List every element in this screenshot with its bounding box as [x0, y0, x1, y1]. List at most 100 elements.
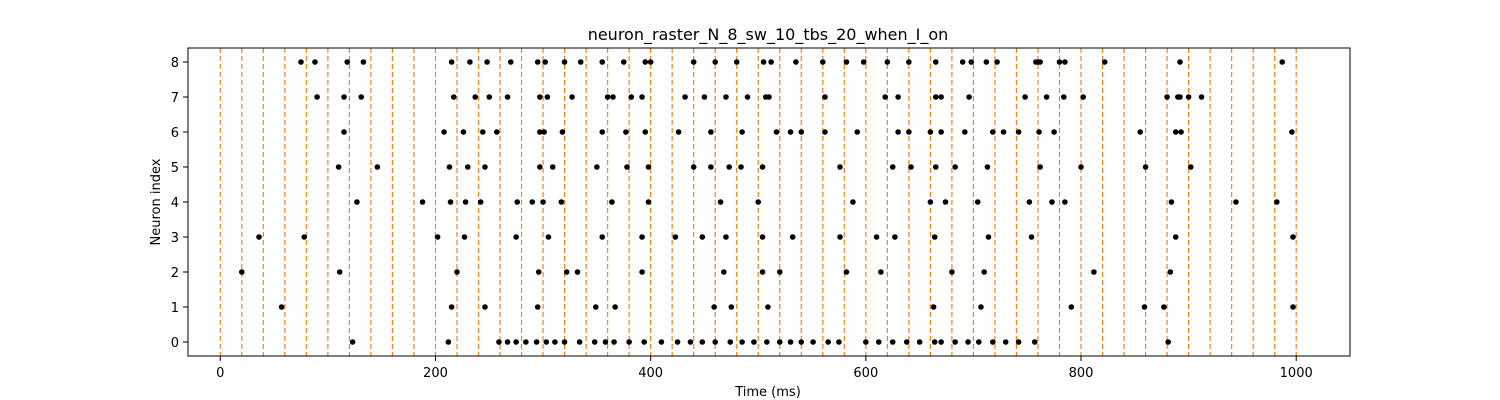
spike-point	[645, 199, 652, 205]
spike-point	[1028, 234, 1035, 240]
x-axis-label: Time (ms)	[734, 385, 801, 400]
spike-point	[1233, 199, 1239, 205]
spike-point	[765, 304, 771, 310]
spike-point	[658, 339, 665, 345]
spike-point	[374, 164, 381, 170]
spike-point	[341, 129, 347, 135]
spike-point	[787, 129, 794, 135]
spike-point	[561, 339, 568, 345]
spike-point	[675, 129, 682, 135]
x-tick-label: 200	[423, 366, 448, 381]
spike-point	[690, 59, 697, 65]
spike-point	[733, 59, 740, 65]
spike-point	[760, 59, 767, 65]
spike-point	[687, 339, 694, 345]
spike-point	[1137, 129, 1143, 135]
spike-point	[513, 234, 519, 240]
spike-point	[682, 94, 688, 100]
spike-point	[1178, 129, 1184, 135]
spike-point	[544, 94, 551, 100]
spike-point	[1062, 59, 1068, 65]
x-tick-label: 400	[638, 366, 663, 381]
spike-point	[454, 269, 460, 275]
x-tick-label: 600	[853, 366, 878, 381]
spike-point	[535, 269, 542, 275]
spike-point	[639, 234, 645, 240]
spike-point	[504, 339, 511, 345]
spike-point	[445, 339, 452, 345]
spike-point	[927, 199, 934, 205]
spike-point	[843, 269, 850, 275]
spike-point	[462, 199, 469, 205]
spike-point	[1101, 59, 1108, 65]
spike-point	[611, 339, 617, 345]
spike-point	[1000, 129, 1007, 135]
spike-point	[985, 234, 992, 240]
spike-point	[238, 269, 245, 275]
spike-point	[504, 94, 511, 100]
y-axis-ticks: 0 1 2 3 4 5 6 7 8	[171, 56, 188, 351]
y-tick-label: 3	[171, 231, 179, 246]
spike-point	[434, 234, 441, 240]
spike-point	[916, 339, 923, 345]
spike-point	[642, 59, 649, 65]
spike-point	[699, 339, 706, 345]
spike-point	[472, 94, 479, 100]
spike-point	[552, 339, 558, 345]
spike-point	[1165, 339, 1171, 345]
spike-point	[1091, 269, 1097, 275]
spike-point	[903, 339, 910, 345]
spike-point	[609, 199, 615, 205]
spike-point	[882, 94, 888, 100]
spike-point	[1031, 339, 1038, 345]
spike-point	[889, 339, 896, 345]
spike-point	[577, 59, 584, 65]
spike-point	[983, 59, 990, 65]
spike-point	[591, 339, 598, 345]
x-tick-label: 1000	[1280, 366, 1313, 381]
spike-point	[884, 59, 891, 65]
spike-point	[628, 94, 635, 100]
y-tick-label: 6	[171, 126, 179, 141]
spike-point	[930, 304, 937, 310]
spike-point	[493, 129, 500, 135]
spike-point	[906, 129, 912, 135]
spike-point	[721, 269, 727, 275]
spike-point	[810, 339, 816, 345]
spike-point	[895, 129, 901, 135]
spike-point	[759, 234, 766, 240]
spike-point	[1043, 94, 1050, 100]
spike-point	[766, 94, 772, 100]
spike-point	[484, 59, 490, 65]
spike-point	[1022, 94, 1028, 100]
spike-point	[708, 129, 714, 135]
y-tick-label: 7	[171, 91, 179, 106]
spike-point	[1068, 304, 1075, 310]
spike-point	[895, 94, 901, 100]
spike-point	[978, 304, 984, 310]
spike-point	[712, 59, 719, 65]
spike-point	[537, 164, 543, 170]
spike-point	[639, 269, 645, 275]
spike-point	[1187, 164, 1194, 170]
spike-point	[545, 234, 552, 240]
spike-point	[561, 59, 568, 65]
spike-point	[708, 164, 714, 170]
spike-point	[1142, 164, 1149, 170]
spike-point	[523, 339, 529, 345]
spike-point	[358, 94, 365, 100]
spike-point	[723, 234, 729, 240]
spike-point	[626, 339, 632, 345]
spike-point	[843, 59, 850, 65]
spike-point	[314, 94, 320, 100]
spike-point	[962, 129, 968, 135]
spike-point	[534, 59, 541, 65]
y-tick-label: 5	[171, 161, 179, 176]
spike-point	[467, 59, 473, 65]
spike-point	[728, 304, 735, 310]
spike-point	[336, 269, 343, 275]
spike-point	[878, 269, 884, 275]
y-tick-label: 2	[171, 266, 179, 281]
plot-frame	[187, 47, 1351, 357]
spike-point	[592, 304, 599, 310]
